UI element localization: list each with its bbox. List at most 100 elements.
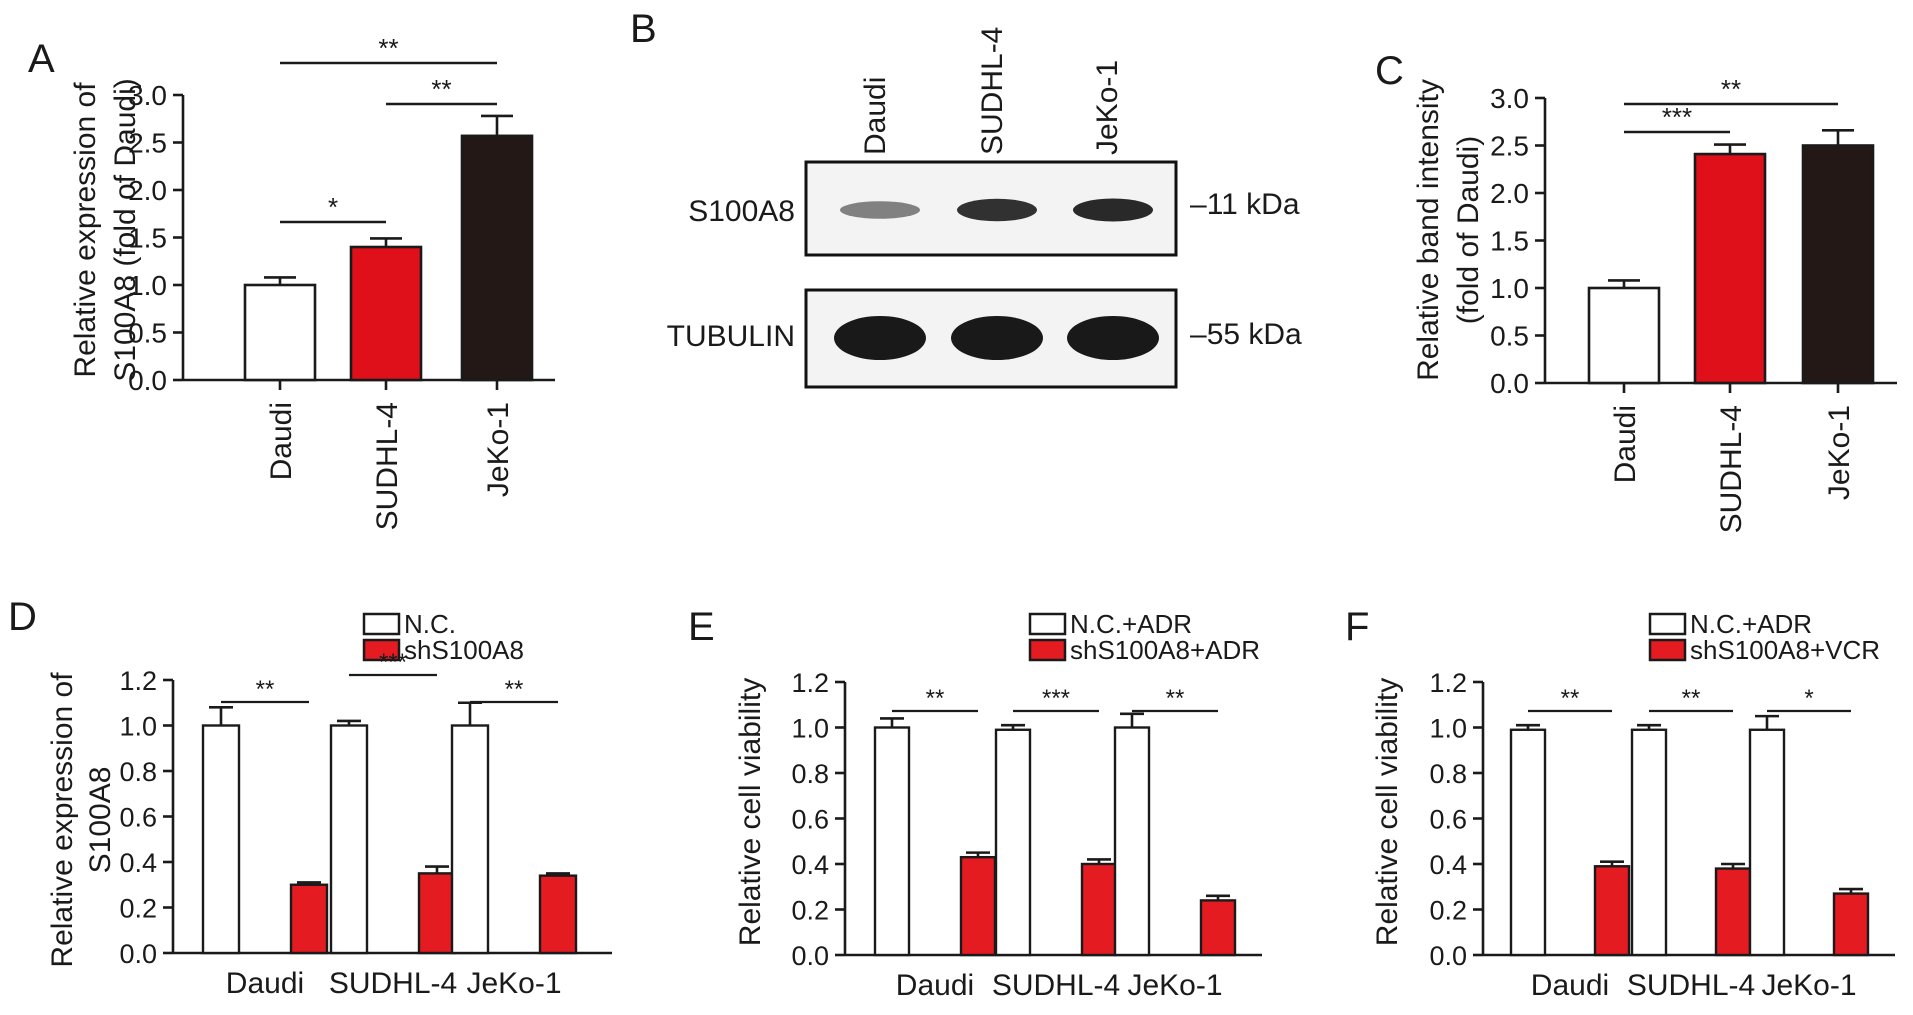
chart-e-legend-swatch-nc (1028, 612, 1067, 636)
chart-f-bar-1-0 (1630, 728, 1668, 957)
panel-letter-c: C (1375, 49, 1404, 93)
blot-band-1-1 (951, 316, 1043, 360)
chart-e-xtick-label-0: Daudi (896, 969, 974, 1002)
chart-f-legend-swatch-sh (1648, 638, 1687, 662)
chart-a: Relative expression of S100A8 (fold of D… (69, 33, 555, 530)
chart-f-ytick-label: 0.6 (1429, 805, 1467, 835)
chart-e-xtick-label-1: SUDHL-4 (992, 969, 1120, 1002)
western-blot-panel: Daudi SUDHL-4 JeKo-1 S100A8 TUBULIN –11 … (667, 27, 1302, 389)
blot-band-0-2 (1073, 198, 1153, 222)
chart-c-ytick-label: 0.5 (1490, 321, 1529, 352)
chart-f-ylabel: Relative cell viability (1371, 678, 1404, 946)
chart-e-legend: N.C.+ADR shS100A8+ADR (1028, 609, 1260, 665)
blot-band-0-1 (957, 198, 1037, 222)
chart-e-ytick-label: 1.2 (791, 668, 829, 698)
chart-a-xtick-label-2: JeKo-1 (482, 402, 515, 497)
panel-letter-f: F (1345, 605, 1369, 649)
chart-c-xtick-label-0: Daudi (1609, 405, 1642, 483)
chart-f-xtick-label-0: Daudi (1531, 969, 1609, 1002)
chart-c-ylabel-line1: Relative band intensity (1412, 79, 1445, 381)
chart-a-xtick-label-1: SUDHL-4 (371, 402, 404, 530)
chart-c-ytick-label: 3.0 (1490, 83, 1529, 114)
chart-f-xtick-label-2: JeKo-1 (1761, 969, 1856, 1002)
chart-c-bar-1 (1693, 152, 1767, 385)
chart-f-bar-1-1 (1714, 867, 1752, 957)
chart-d-ytick-label: 0.2 (119, 894, 157, 924)
chart-f-bar-0-0 (1509, 728, 1547, 957)
chart-f-significance-label: ** (1682, 685, 1701, 712)
chart-f-bar-0-1 (1593, 865, 1631, 957)
chart-f-significance-label: * (1804, 685, 1813, 712)
chart-c-significance-label: ** (1721, 74, 1741, 104)
chart-e-bar-1-1 (1080, 862, 1118, 957)
chart-f-xtick-label-1: SUDHL-4 (1627, 969, 1755, 1002)
blot-band-1-0 (834, 316, 926, 360)
chart-d-legend-label-nc: N.C. (404, 609, 456, 639)
chart-f-ytick-label: 1.0 (1429, 714, 1467, 744)
chart-d: Relative expression of S100A8 N.C. shS10… (46, 609, 612, 1000)
panel-letter-d: D (8, 595, 37, 639)
chart-c-bar-0 (1587, 286, 1661, 385)
chart-c-ytick-label: 1.5 (1490, 226, 1529, 257)
chart-d-ytick-label: 0.8 (119, 757, 157, 787)
chart-d-ytick-label: 1.0 (119, 712, 157, 742)
blot-lane-label-daudi: Daudi (859, 77, 892, 155)
chart-d-legend-label-sh: shS100A8 (404, 635, 524, 665)
chart-c-bar-2 (1801, 144, 1875, 385)
chart-f-legend-swatch-nc (1648, 612, 1687, 636)
chart-d-xtick-label-2: JeKo-1 (466, 967, 561, 1000)
chart-d-significance-label: ** (256, 676, 275, 703)
chart-c-ytick-label: 2.5 (1490, 131, 1529, 162)
chart-d-bar-2-0 (450, 724, 490, 955)
chart-a-ytick-label: 2.0 (128, 175, 167, 206)
chart-f-ytick-label: 0.0 (1429, 941, 1467, 971)
chart-c-ylabel-line2: (fold of Daudi) (1452, 136, 1485, 324)
chart-f: Relative cell viability N.C.+ADR shS100A… (1371, 609, 1895, 1002)
chart-d-bar-0-1 (289, 883, 329, 955)
chart-a-ytick-label: 0.5 (128, 318, 167, 349)
chart-c-ytick-label: 0.0 (1490, 368, 1529, 399)
chart-e-legend-swatch-sh (1028, 638, 1067, 662)
chart-d-xtick-label-0: Daudi (226, 967, 304, 1000)
chart-d-ytick-label: 0.0 (119, 939, 157, 969)
chart-e-bar-2-0 (1113, 726, 1151, 957)
chart-f-ytick-label: 0.2 (1429, 896, 1467, 926)
blot-lane-label-jeko1: JeKo-1 (1091, 60, 1124, 155)
chart-d-significance-label: *** (379, 649, 407, 676)
chart-a-ytick-label: 3.0 (128, 80, 167, 111)
chart-d-ylabel-line1: Relative expression of (46, 672, 79, 968)
chart-e-ytick-label: 0.4 (791, 850, 829, 880)
chart-e-ytick-label: 0.2 (791, 896, 829, 926)
chart-d-legend-swatch-sh (362, 638, 401, 662)
chart-e-bar-0-1 (959, 855, 997, 957)
chart-f-significance-label: ** (1561, 685, 1580, 712)
chart-d-significance-label: ** (505, 676, 524, 703)
chart-e-bar-2-1 (1199, 899, 1237, 957)
chart-d-ytick-label: 1.2 (119, 666, 157, 696)
chart-e-ylabel: Relative cell viability (734, 678, 767, 946)
panel-letter-b: B (630, 7, 657, 51)
chart-d-xtick-label-1: SUDHL-4 (329, 967, 457, 1000)
chart-d-legend: N.C. shS100A8 (362, 609, 524, 665)
chart-c: Relative band intensity (fold of Daudi) … (1412, 74, 1897, 533)
chart-d-bar-1-1 (417, 872, 457, 955)
chart-f-ytick-label: 1.2 (1429, 668, 1467, 698)
panel-letter-e: E (688, 605, 715, 649)
chart-a-ylabel-line1: Relative expression of (69, 82, 102, 378)
blot-band-1-2 (1067, 316, 1159, 360)
panel-letter-a: A (28, 37, 55, 81)
chart-c-ytick-label: 1.0 (1490, 273, 1529, 304)
chart-d-ylabel-line2: S100A8 (84, 767, 117, 874)
chart-e-legend-label-sh: shS100A8+ADR (1070, 635, 1260, 665)
chart-e-significance-label: ** (1166, 685, 1185, 712)
chart-a-ylabel-line2: S100A8 (fold of Daudi) (109, 78, 142, 382)
chart-a-ytick-label: 1.0 (128, 270, 167, 301)
chart-a-bar-0 (243, 283, 317, 382)
blot-marker-11kda: –11 kDa (1190, 188, 1300, 221)
blot-lane-label-sudhl4: SUDHL-4 (976, 27, 1009, 155)
chart-d-legend-swatch-nc (362, 612, 401, 636)
chart-a-significance-label: ** (431, 74, 451, 104)
chart-e-legend-label-nc: N.C.+ADR (1070, 609, 1192, 639)
chart-a-xtick-label-0: Daudi (265, 402, 298, 480)
